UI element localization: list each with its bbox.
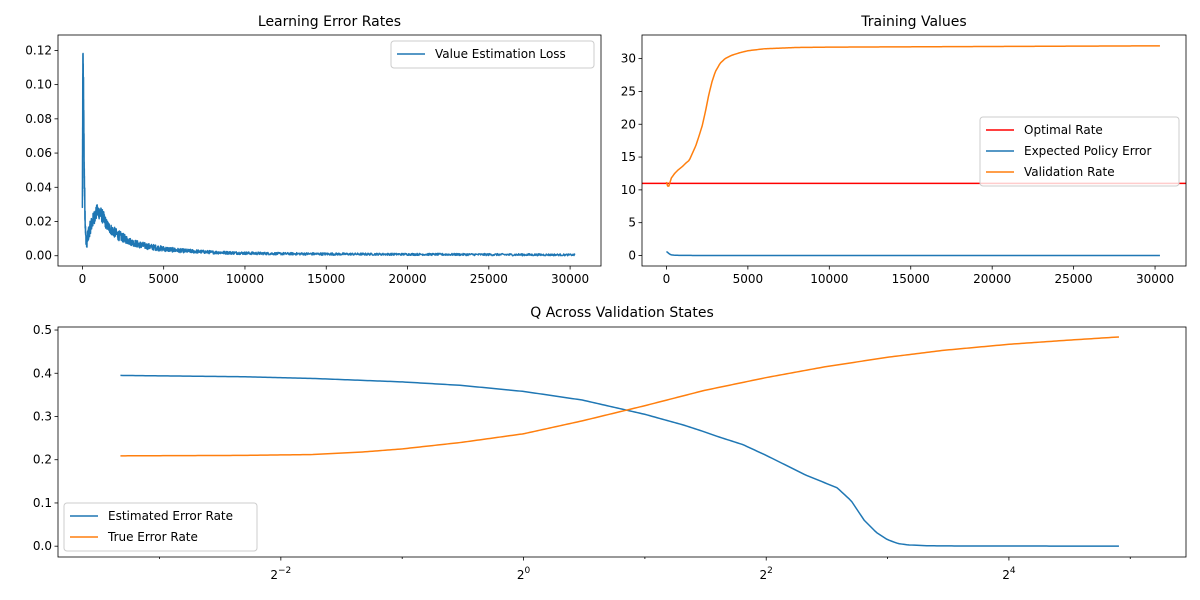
chart-1-xtick-label: 20000 [388,272,426,286]
chart-2-ytick-label: 0 [628,249,636,263]
chart-3-plot-area [120,336,1120,547]
chart-2-ytick-label: 15 [621,150,636,164]
chart-1-legend-box [390,40,595,69]
chart-2-ytick-label: 25 [621,84,636,98]
chart-3: Q Across Validation States 2−2 20 22 24 0.0 0.… [33,305,1187,582]
chart-2-ytick-label: 30 [621,52,636,66]
chart-3-axes-frame [57,326,1187,558]
chart-2-ytick-label: 10 [621,183,636,197]
chart-2-xtick-label: 30000 [1136,272,1174,286]
chart-2-title: Training Values [860,14,966,30]
chart-3-legend-label: True Error Rate [107,530,198,544]
chart-3-series-estimated-error-rate-line [120,374,1119,547]
chart-2-series-expected-policy-error-line [666,250,1160,257]
chart-1-xtick-label: 10000 [226,272,264,286]
chart-3-xtick-label: 24 [1002,566,1016,582]
chart-1-ytick-label: 0.06 [25,146,52,160]
chart-1-legend: Value Estimation Loss [390,40,595,69]
chart-2-xtick-label: 0 [663,272,671,286]
chart-1-ytick-label: 0.02 [25,215,52,229]
chart-1-plot-area [81,52,576,257]
chart-1-legend-label: Value Estimation Loss [435,47,566,61]
chart-1-ytick-label: 0.08 [25,112,52,126]
chart-1-xtick-label: 0 [79,272,87,286]
chart-3-xtick-label: 22 [760,566,773,582]
chart-2-xtick-label: 25000 [1055,272,1093,286]
chart-1-ytick-label: 0.00 [25,249,52,263]
chart-1-ytick-label: 0.12 [25,43,52,57]
chart-1-ytick-label: 0.04 [25,180,52,194]
chart-2-xtick-label: 10000 [810,272,848,286]
chart-3-xtick-label: 2−2 [270,566,291,582]
chart-2-legend-box [979,116,1180,187]
chart-1-title: Learning Error Rates [258,14,401,30]
chart-3-ytick-label: 0.3 [33,409,52,423]
chart-3-legend-label: Estimated Error Rate [108,509,233,523]
chart-3-title: Q Across Validation States [530,305,713,321]
chart-2-xtick-label: 15000 [892,272,930,286]
chart-1-xtick-label: 15000 [307,272,345,286]
chart-3-series-true-error-rate-line [120,336,1120,457]
chart-3-ytick-label: 0.0 [33,539,52,553]
chart-3-legend-box [63,502,258,552]
chart-1-xtick-label: 25000 [470,272,508,286]
chart-3-ytick-label: 0.5 [33,323,52,337]
chart-3-legend: Estimated Error Rate True Error Rate [63,502,258,552]
chart-2-xtick-label: 20000 [973,272,1011,286]
chart-2-legend-label: Expected Policy Error [1024,144,1151,158]
chart-2-legend-label: Validation Rate [1024,165,1115,179]
chart-1-axes-frame [57,34,602,267]
chart-1-series-value-estimation-loss-line [81,52,576,257]
chart-3-ytick-label: 0.2 [33,453,52,467]
chart-2-series-validation-rate-line [665,45,1160,187]
chart-3-xtick-label: 20 [517,566,531,582]
chart-1-xtick-label: 5000 [148,272,179,286]
chart-1: Learning Error Rates 0 5000 10000 15000 20000… [25,14,602,286]
chart-2-ytick-label: 5 [628,216,636,230]
chart-2-axes-frame [641,34,1187,267]
chart-1-ytick-label: 0.10 [25,78,52,92]
chart-3-ytick-label: 0.4 [33,366,52,380]
chart-2-legend: Optimal Rate Expected Policy Error Validat… [979,116,1180,187]
chart-2-legend-label: Optimal Rate [1024,123,1103,137]
chart-1-xtick-label: 30000 [551,272,589,286]
chart-2-xtick-label: 5000 [733,272,764,286]
chart-2: Training Values 0 5000 10000 15000 20000 25000… [621,14,1187,286]
chart-2-ytick-label: 20 [621,117,636,131]
chart-3-ytick-label: 0.1 [33,496,52,510]
